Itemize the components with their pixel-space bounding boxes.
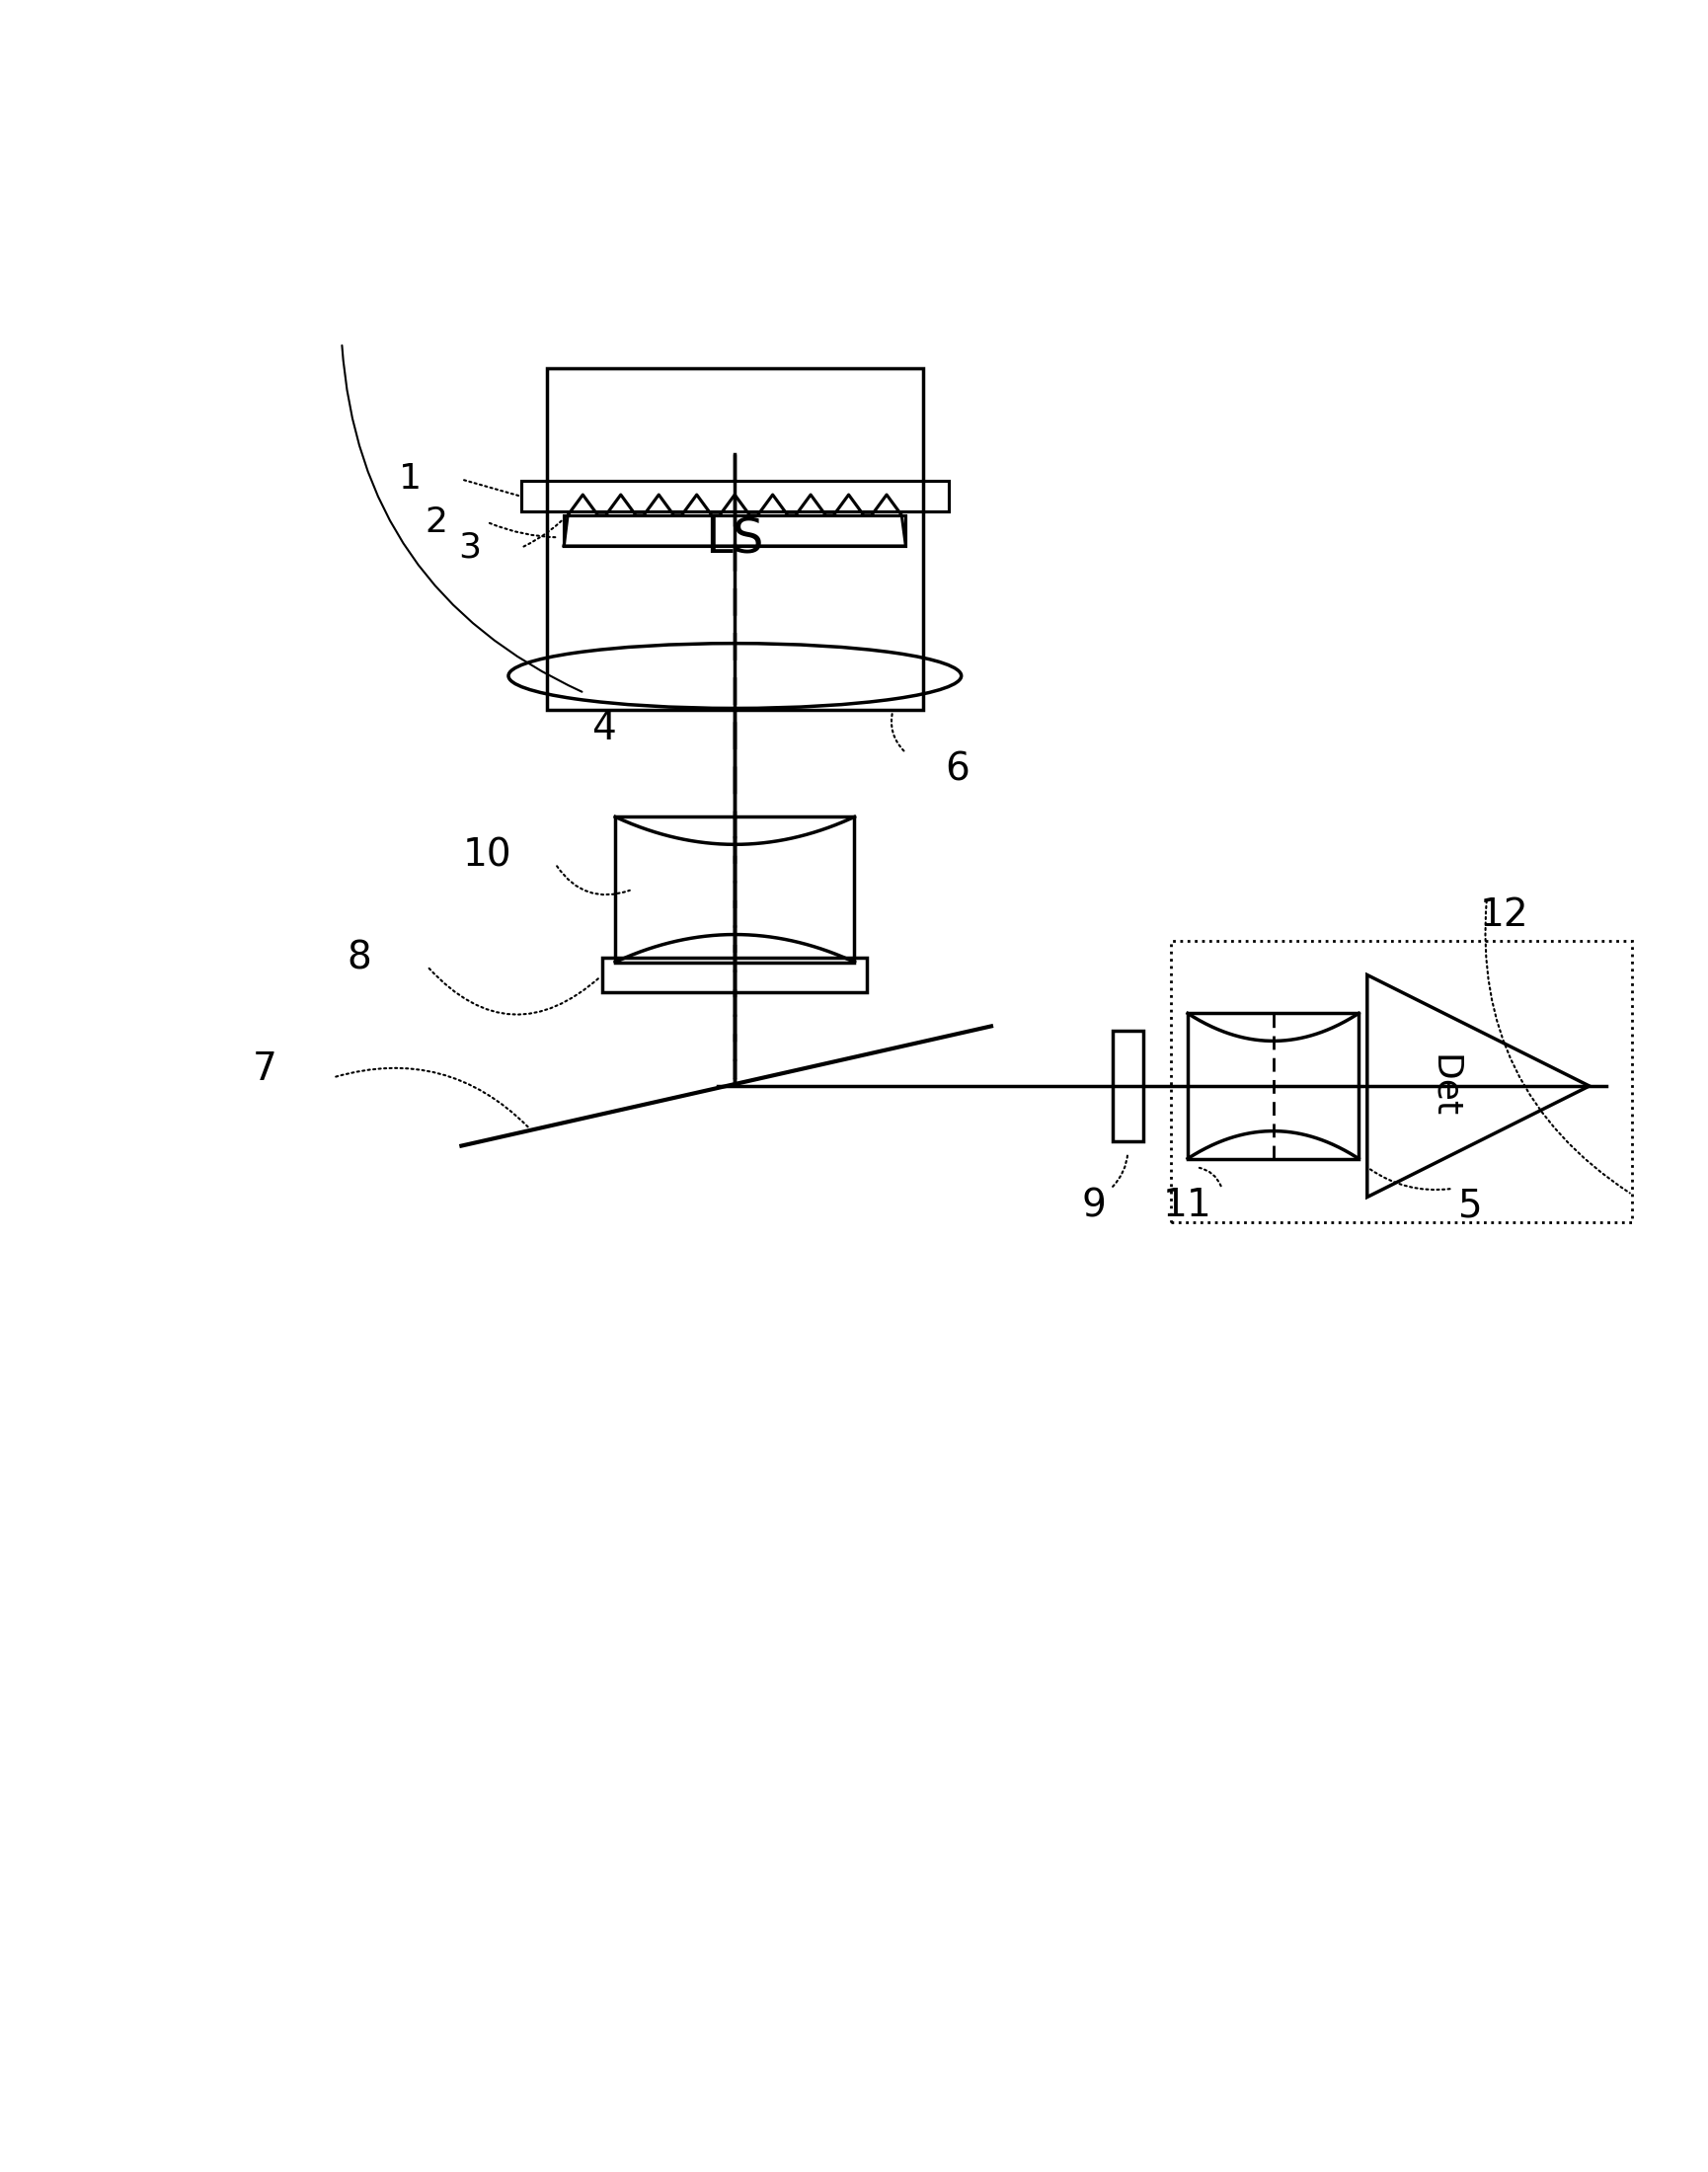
Text: 7: 7 (253, 1049, 277, 1088)
Text: 9: 9 (1081, 1186, 1105, 1225)
Text: 11: 11 (1163, 1186, 1211, 1225)
Text: 2: 2 (424, 506, 447, 539)
Text: 1: 1 (398, 463, 422, 495)
Text: Det: Det (1426, 1053, 1460, 1119)
Text: 5: 5 (1457, 1186, 1481, 1225)
Text: 8: 8 (347, 938, 371, 977)
Text: 10: 10 (463, 836, 511, 873)
Text: 4: 4 (591, 710, 615, 747)
Text: 6: 6 (945, 752, 968, 788)
Text: 3: 3 (458, 530, 482, 565)
Text: 12: 12 (1479, 897, 1527, 934)
Text: LS: LS (705, 515, 763, 563)
